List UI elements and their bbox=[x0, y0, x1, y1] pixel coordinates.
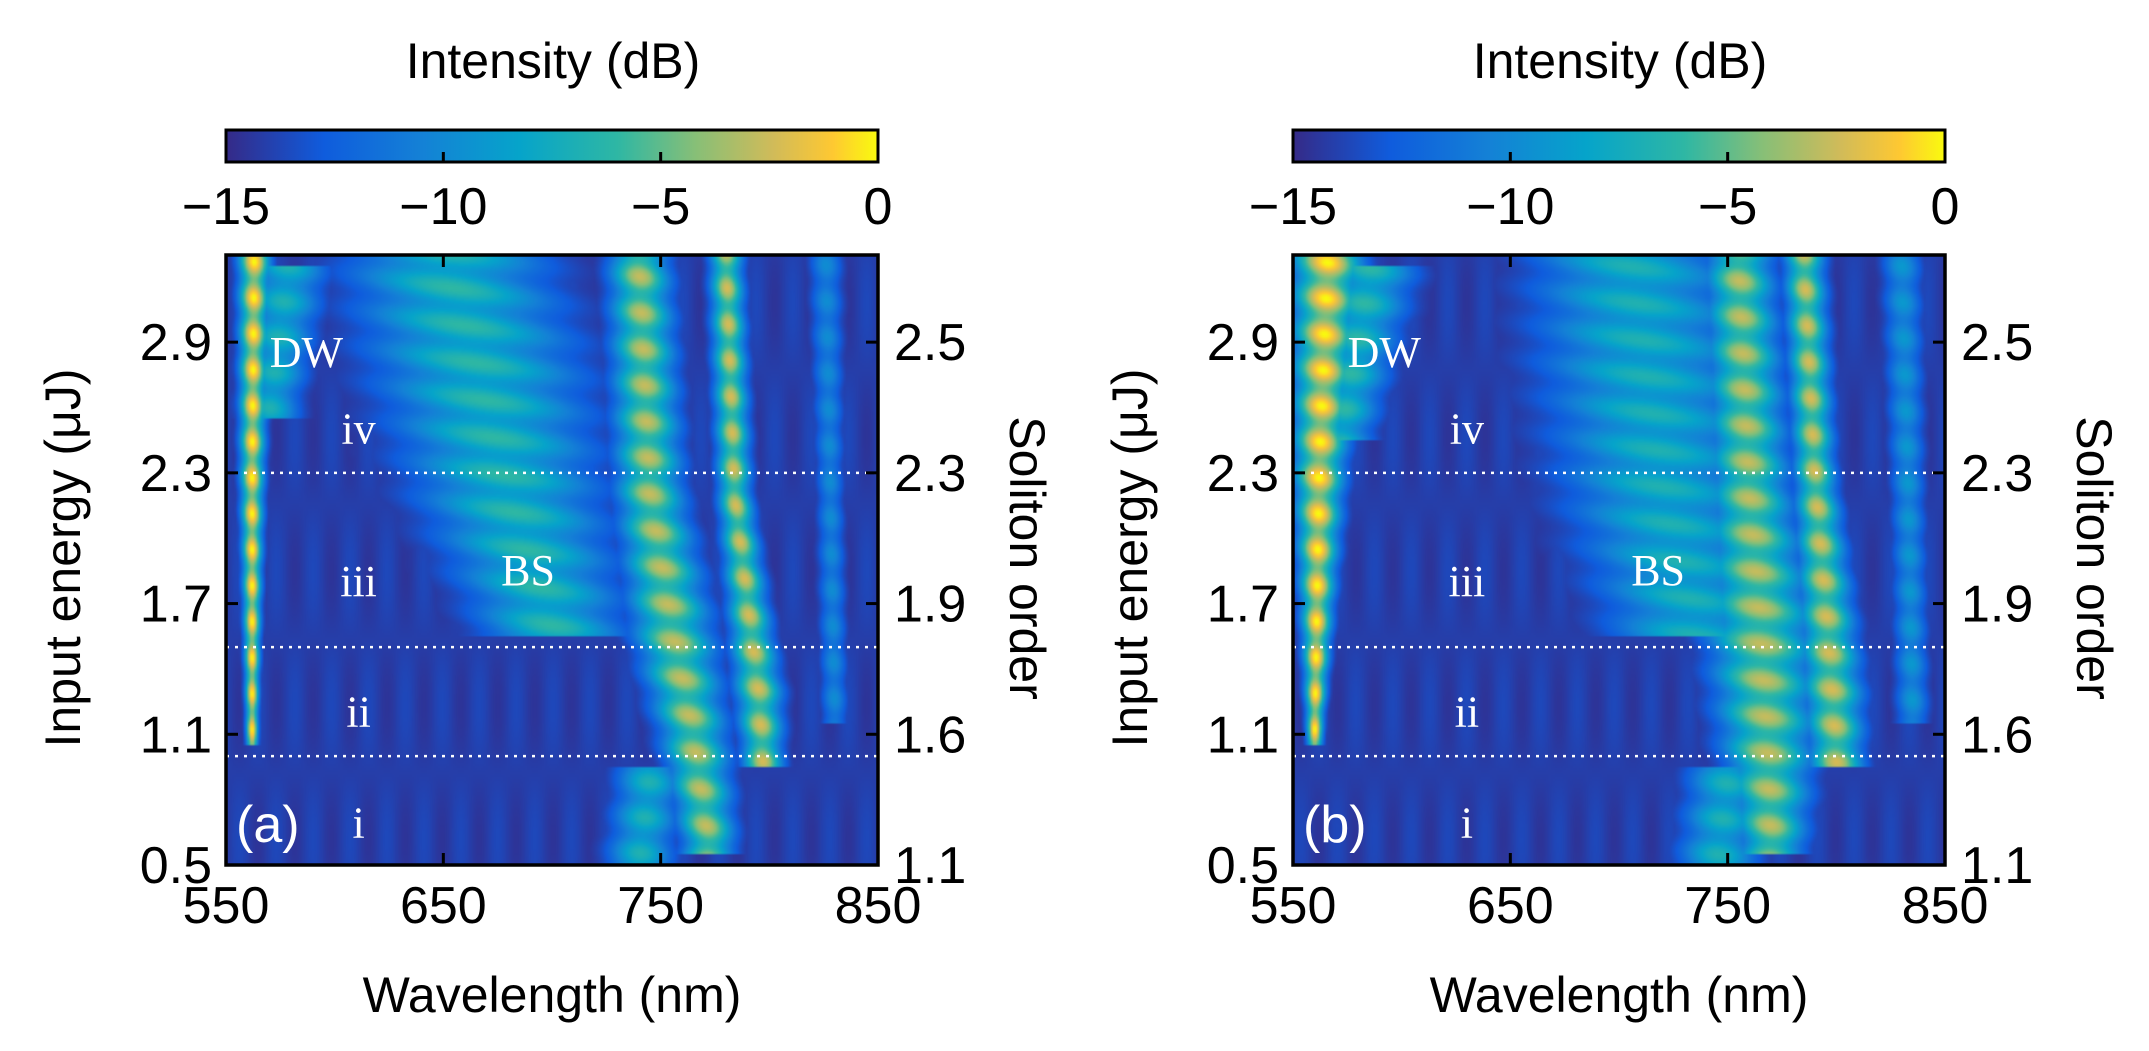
y-tick-label: 1.7 bbox=[140, 576, 212, 634]
region-boundaries bbox=[1293, 471, 1945, 758]
y-tick-label: 0.5 bbox=[140, 837, 212, 895]
colorbar-tick-label: 0 bbox=[864, 178, 893, 236]
y2-tick-label: 1.1 bbox=[894, 837, 966, 895]
x-tick-label: 550 bbox=[183, 877, 270, 935]
annotation-iii: iii bbox=[340, 557, 377, 606]
x-axis-label: Wavelength (nm) bbox=[1430, 967, 1809, 1023]
annotation-i: i bbox=[352, 799, 364, 848]
annotation-ii: ii bbox=[1455, 688, 1479, 737]
colorbar-label: Intensity (dB) bbox=[1473, 33, 1768, 89]
y2-tick-label: 2.3 bbox=[1961, 445, 2033, 503]
x-tick-label: 650 bbox=[400, 877, 487, 935]
y2-tick-label: 2.5 bbox=[1961, 314, 2033, 372]
y2-tick-label: 2.3 bbox=[894, 445, 966, 503]
heatmap-image bbox=[226, 255, 878, 865]
annotation-iii: iii bbox=[1449, 557, 1486, 606]
y-tick-label: 1.7 bbox=[1207, 576, 1279, 634]
x-tick-label: 550 bbox=[1250, 877, 1337, 935]
colorbar-ticks: −15 −10 −5 0 bbox=[1249, 152, 1960, 236]
colorbar-label: Intensity (dB) bbox=[406, 33, 701, 89]
y-axis-label: Input energy (μJ) bbox=[1102, 369, 1158, 748]
colorbar bbox=[224, 128, 880, 164]
x-tick-label: 850 bbox=[835, 877, 922, 935]
y2-tick-label: 1.1 bbox=[1961, 837, 2033, 895]
y-tick-label: 2.9 bbox=[1207, 314, 1279, 372]
annotation-bs: BS bbox=[501, 546, 555, 595]
y2-ticks: 1.1 1.6 1.9 2.3 2.5 bbox=[1933, 314, 2033, 895]
y-tick-label: 2.3 bbox=[1207, 445, 1279, 503]
plot-frame bbox=[1291, 253, 1947, 867]
y-ticks: 0.5 1.1 1.7 2.3 2.9 bbox=[1207, 314, 1305, 895]
x-tick-label: 750 bbox=[1684, 877, 1771, 935]
colorbar-tick-label: 0 bbox=[1931, 178, 1960, 236]
heatmap-image bbox=[1293, 255, 1945, 865]
y2-tick-label: 1.9 bbox=[1961, 576, 2033, 634]
annotation-dw: DW bbox=[1348, 328, 1422, 377]
annotation-bs: BS bbox=[1631, 546, 1685, 595]
annotation-iv: iv bbox=[341, 404, 375, 453]
y2-ticks: 1.1 1.6 1.9 2.3 2.5 bbox=[866, 314, 966, 895]
y-tick-label: 1.1 bbox=[1207, 706, 1279, 764]
y-tick-label: 0.5 bbox=[1207, 837, 1279, 895]
annotation-i: i bbox=[1461, 799, 1473, 848]
colorbar bbox=[1291, 128, 1947, 164]
colorbar-tick-label: −15 bbox=[182, 178, 270, 236]
region-boundaries bbox=[226, 471, 878, 758]
colorbar-tick-label: −10 bbox=[399, 178, 487, 236]
y2-axis-label: Soliton order bbox=[999, 416, 1055, 700]
x-tick-label: 850 bbox=[1902, 877, 1989, 935]
y2-tick-label: 1.6 bbox=[894, 706, 966, 764]
x-axis-label: Wavelength (nm) bbox=[363, 967, 742, 1023]
y-tick-label: 2.3 bbox=[140, 445, 212, 503]
x-tick-label: 650 bbox=[1467, 877, 1554, 935]
annotation-dw: DW bbox=[270, 328, 344, 377]
annotation-ii: ii bbox=[346, 688, 370, 737]
colorbar-tick-label: −15 bbox=[1249, 178, 1337, 236]
y-tick-label: 1.1 bbox=[140, 706, 212, 764]
y-tick-label: 2.9 bbox=[140, 314, 212, 372]
y2-tick-label: 2.5 bbox=[894, 314, 966, 372]
annotation-iv: iv bbox=[1450, 404, 1484, 453]
colorbar-tick-label: −5 bbox=[631, 178, 690, 236]
panel-label: (a) bbox=[236, 796, 300, 854]
panel-label: (b) bbox=[1303, 796, 1367, 854]
y2-axis-label: Soliton order bbox=[2066, 416, 2122, 700]
y2-tick-label: 1.6 bbox=[1961, 706, 2033, 764]
colorbar-tick-label: −10 bbox=[1466, 178, 1554, 236]
x-ticks: 550 650 750 850 bbox=[183, 255, 922, 935]
colorbar-tick-label: −5 bbox=[1698, 178, 1757, 236]
y-axis-label: Input energy (μJ) bbox=[35, 369, 91, 748]
y-ticks: 0.5 1.1 1.7 2.3 2.9 bbox=[140, 314, 238, 895]
plot-frame bbox=[224, 253, 880, 867]
colorbar-ticks: −15 −10 −5 0 bbox=[182, 152, 893, 236]
x-ticks: 550 650 750 850 bbox=[1250, 255, 1989, 935]
x-tick-label: 750 bbox=[617, 877, 704, 935]
y2-tick-label: 1.9 bbox=[894, 576, 966, 634]
